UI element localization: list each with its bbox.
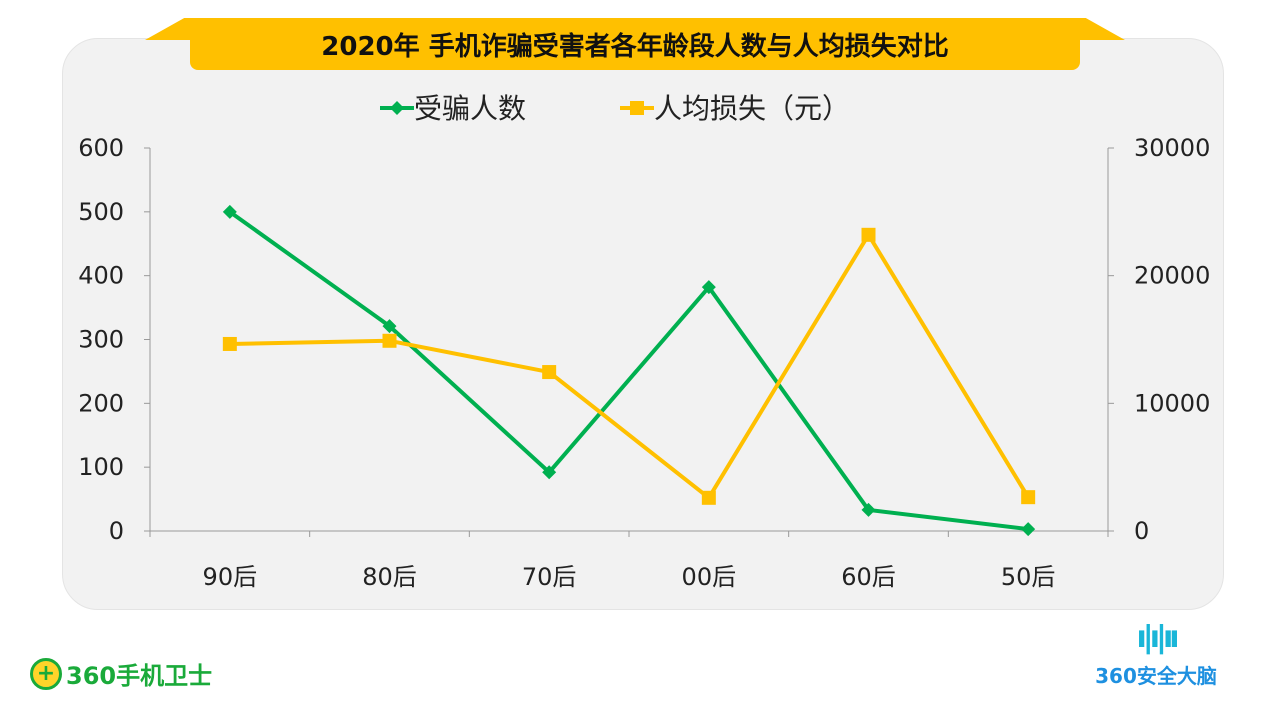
legend-marker-1 xyxy=(630,101,644,115)
data-point-0 xyxy=(701,280,716,295)
x-tick-label: 50后 xyxy=(1001,563,1056,591)
left-tick-label: 500 xyxy=(78,198,124,226)
data-point-0 xyxy=(382,319,397,334)
data-point-1 xyxy=(1021,490,1036,505)
x-tick-label: 00后 xyxy=(682,563,737,591)
data-point-1 xyxy=(222,336,237,351)
right-tick-label: 20000 xyxy=(1134,262,1210,290)
left-tick-label: 300 xyxy=(78,326,124,354)
data-point-1 xyxy=(382,333,397,348)
logo-360-security-brain: ı|ı|ıı 360安全大脑 xyxy=(1076,616,1236,689)
right-tick-label: 10000 xyxy=(1134,389,1210,417)
chart-title: 2020年 手机诈骗受害者各年龄段人数与人均损失对比 xyxy=(190,18,1080,70)
data-point-1 xyxy=(701,490,716,505)
chart-panel xyxy=(62,38,1224,610)
legend-label-0: 受骗人数 xyxy=(414,92,526,125)
data-point-0 xyxy=(1021,522,1036,537)
data-point-1 xyxy=(542,365,557,380)
plus-shield-icon: + xyxy=(30,657,62,690)
x-tick-label: 80后 xyxy=(362,563,417,591)
soundwave-icon: ı|ı|ıı xyxy=(1136,620,1179,655)
data-point-0 xyxy=(861,502,876,517)
x-tick-label: 70后 xyxy=(522,563,577,591)
logo-left-text: 360手机卫士 xyxy=(66,662,213,690)
series-line-1 xyxy=(229,232,1030,500)
left-tick-label: 400 xyxy=(78,262,124,290)
right-tick-label: 0 xyxy=(1134,517,1149,545)
left-tick-label: 100 xyxy=(78,453,124,481)
right-tick-label: 30000 xyxy=(1134,134,1210,162)
left-tick-label: 600 xyxy=(78,134,124,162)
x-tick-label: 90后 xyxy=(203,563,258,591)
legend-label-1: 人均损失（元） xyxy=(654,92,850,125)
x-tick-label: 60后 xyxy=(841,563,896,591)
legend-marker-0 xyxy=(390,101,404,115)
logo-right-text: 360安全大脑 xyxy=(1095,664,1217,688)
data-point-1 xyxy=(861,227,876,242)
data-point-0 xyxy=(542,465,557,480)
left-tick-label: 0 xyxy=(109,517,124,545)
series-line-0 xyxy=(228,210,1029,532)
logo-360-mobile-guard: +360手机卫士 xyxy=(30,656,212,691)
left-tick-label: 200 xyxy=(78,389,124,417)
data-point-0 xyxy=(222,204,237,219)
